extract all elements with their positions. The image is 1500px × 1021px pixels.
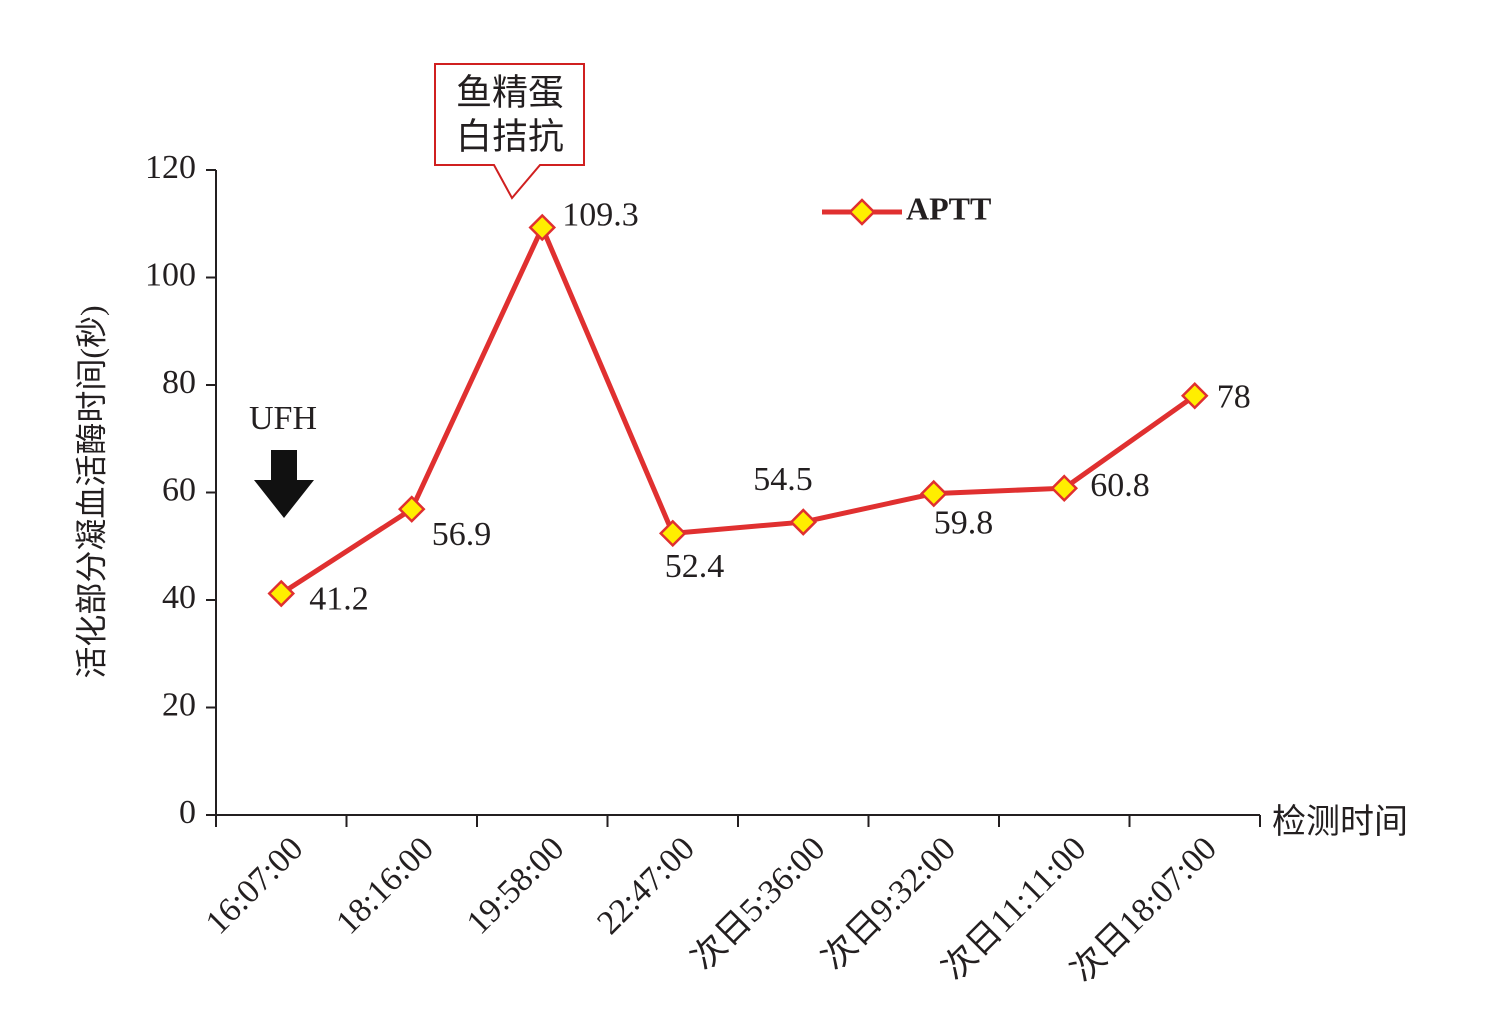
y-tick-label: 40	[162, 579, 196, 616]
data-label: 59.8	[934, 504, 994, 541]
y-tick-label: 0	[179, 794, 196, 831]
data-point	[1050, 474, 1079, 502]
data-label: 60.8	[1090, 467, 1150, 504]
ufh-arrow	[254, 450, 314, 518]
data-point	[658, 519, 687, 548]
x-axis-label: 检测时间	[1272, 803, 1408, 841]
data-point	[267, 579, 296, 608]
data-point	[397, 495, 426, 523]
y-tick-label: 20	[162, 686, 196, 723]
y-axis-label: 活化部分凝血活酶时间(秒)	[73, 305, 109, 678]
y-tick-label: 120	[145, 149, 196, 186]
callout-text: 鱼精蛋	[456, 72, 564, 112]
legend-label: APTT	[906, 190, 991, 226]
data-label: 41.2	[309, 580, 369, 617]
y-tick-label: 60	[162, 471, 196, 508]
y-tick-label: 100	[145, 256, 196, 293]
data-point	[919, 479, 948, 508]
x-tick-label: 16:07:00	[199, 830, 311, 942]
data-label: 78	[1217, 379, 1251, 416]
callout-text: 白拮抗	[456, 116, 564, 156]
data-label: 54.5	[753, 461, 813, 498]
x-tick-label: 19:58:00	[460, 830, 572, 942]
data-label: 52.4	[665, 548, 725, 585]
x-tick-label: 22:47:00	[590, 830, 702, 942]
legend-marker	[848, 198, 876, 226]
callout-box	[434, 63, 585, 200]
series-line	[279, 221, 1197, 596]
data-point	[789, 508, 818, 536]
y-tick-label: 80	[162, 364, 196, 401]
data-label: 56.9	[432, 516, 492, 553]
data-point	[1180, 381, 1209, 410]
data-label: 109.3	[562, 196, 639, 233]
data-point	[528, 213, 557, 242]
x-tick-label: 次日5:36:00	[684, 829, 832, 977]
ufh-label: UFH	[249, 400, 317, 437]
x-tick-label: 18:16:00	[329, 830, 441, 942]
